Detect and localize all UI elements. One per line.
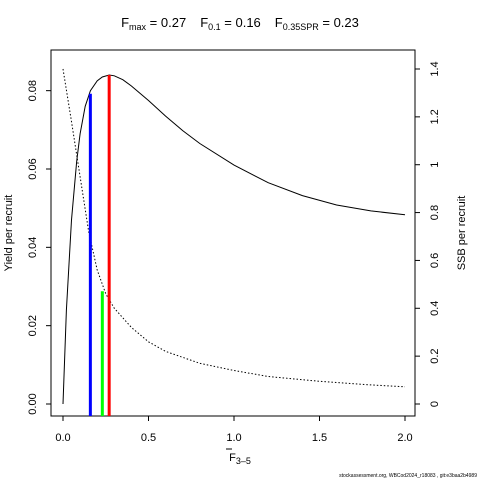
x-tick-label: 2.0 xyxy=(397,432,412,444)
plot-frame xyxy=(50,49,416,417)
y-axis-title-left: Yield per recruit xyxy=(3,195,15,272)
fspr-label: F xyxy=(275,15,283,30)
y-tick-right-label: 0.8 xyxy=(429,205,441,220)
yield-per-recruit-curve xyxy=(62,74,406,405)
y-tick-right-label: 1.4 xyxy=(429,61,441,76)
fspr-sub: 0.35SPR xyxy=(283,22,320,32)
fmax-sub: max xyxy=(129,22,147,32)
y-tick-left-label: 0.04 xyxy=(27,237,39,258)
ssb-per-recruit-curve xyxy=(62,68,406,388)
y-tick-right-label: 0.6 xyxy=(429,253,441,268)
x-tick-label: 0.5 xyxy=(141,432,156,444)
y-tick-left-label: 0.08 xyxy=(27,80,39,101)
x-tick-label: 1.0 xyxy=(226,432,241,444)
fmax-value: = 0.27 xyxy=(146,15,186,30)
fspr-value: = 0.23 xyxy=(319,15,359,30)
fmax-label: F xyxy=(121,15,129,30)
x-tick-label: 1.5 xyxy=(312,432,327,444)
y-axis-title-right: SSB per recruit xyxy=(456,196,468,271)
y-tick-left-label: 0.02 xyxy=(27,315,39,336)
y-tick-left-label: 0.00 xyxy=(27,393,39,414)
y-tick-right-label: 0.4 xyxy=(429,301,441,316)
x-axis-title-sub: 3–5 xyxy=(236,456,251,466)
x-axis-title: F3–5 xyxy=(229,452,251,466)
y-tick-right-label: 1.2 xyxy=(429,109,441,124)
f01-sub: 0.1 xyxy=(208,22,221,32)
y-tick-right-label: 0 xyxy=(429,401,441,407)
y-tick-left-label: 0.06 xyxy=(27,158,39,179)
x-axis-title-main: F xyxy=(229,452,236,464)
x-tick-label: 0.0 xyxy=(55,432,70,444)
f01-label: F xyxy=(200,15,208,30)
y-tick-right-label: 0.2 xyxy=(429,348,441,363)
footer-credit: stockassessment.org, WBCod2024_r18083 , … xyxy=(339,473,477,479)
f01-value: = 0.16 xyxy=(221,15,261,30)
chart-title: Fmax = 0.27 F0.1 = 0.16 F0.35SPR = 0.23 xyxy=(121,15,359,32)
y-tick-right-label: 1 xyxy=(429,162,441,168)
